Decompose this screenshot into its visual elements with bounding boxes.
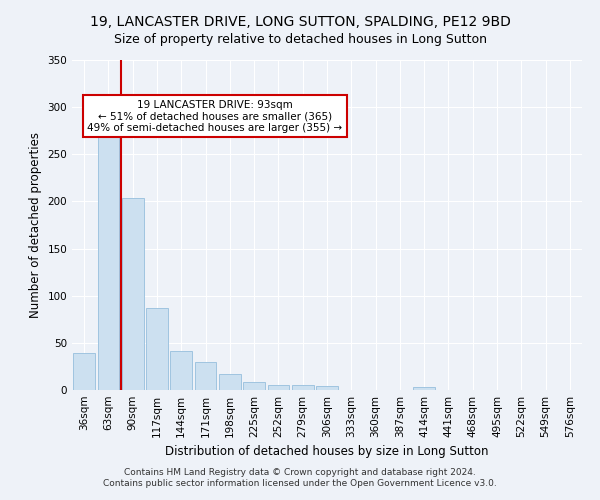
Bar [219, 374, 241, 390]
Bar [268, 386, 289, 390]
Bar [122, 198, 143, 390]
Text: Contains HM Land Registry data © Crown copyright and database right 2024.
Contai: Contains HM Land Registry data © Crown c… [103, 468, 497, 487]
Bar [316, 386, 338, 390]
Text: 19, LANCASTER DRIVE, LONG SUTTON, SPALDING, PE12 9BD: 19, LANCASTER DRIVE, LONG SUTTON, SPALDI… [89, 15, 511, 29]
X-axis label: Distribution of detached houses by size in Long Sutton: Distribution of detached houses by size … [165, 446, 489, 458]
Y-axis label: Number of detached properties: Number of detached properties [29, 132, 42, 318]
Bar [146, 308, 168, 390]
Bar [97, 116, 119, 390]
Bar [170, 352, 192, 390]
Bar [73, 353, 95, 390]
Bar [243, 382, 265, 390]
Text: 19 LANCASTER DRIVE: 93sqm
← 51% of detached houses are smaller (365)
49% of semi: 19 LANCASTER DRIVE: 93sqm ← 51% of detac… [87, 100, 343, 133]
Text: Size of property relative to detached houses in Long Sutton: Size of property relative to detached ho… [113, 32, 487, 46]
Bar [194, 362, 217, 390]
Bar [292, 386, 314, 390]
Bar [413, 387, 435, 390]
